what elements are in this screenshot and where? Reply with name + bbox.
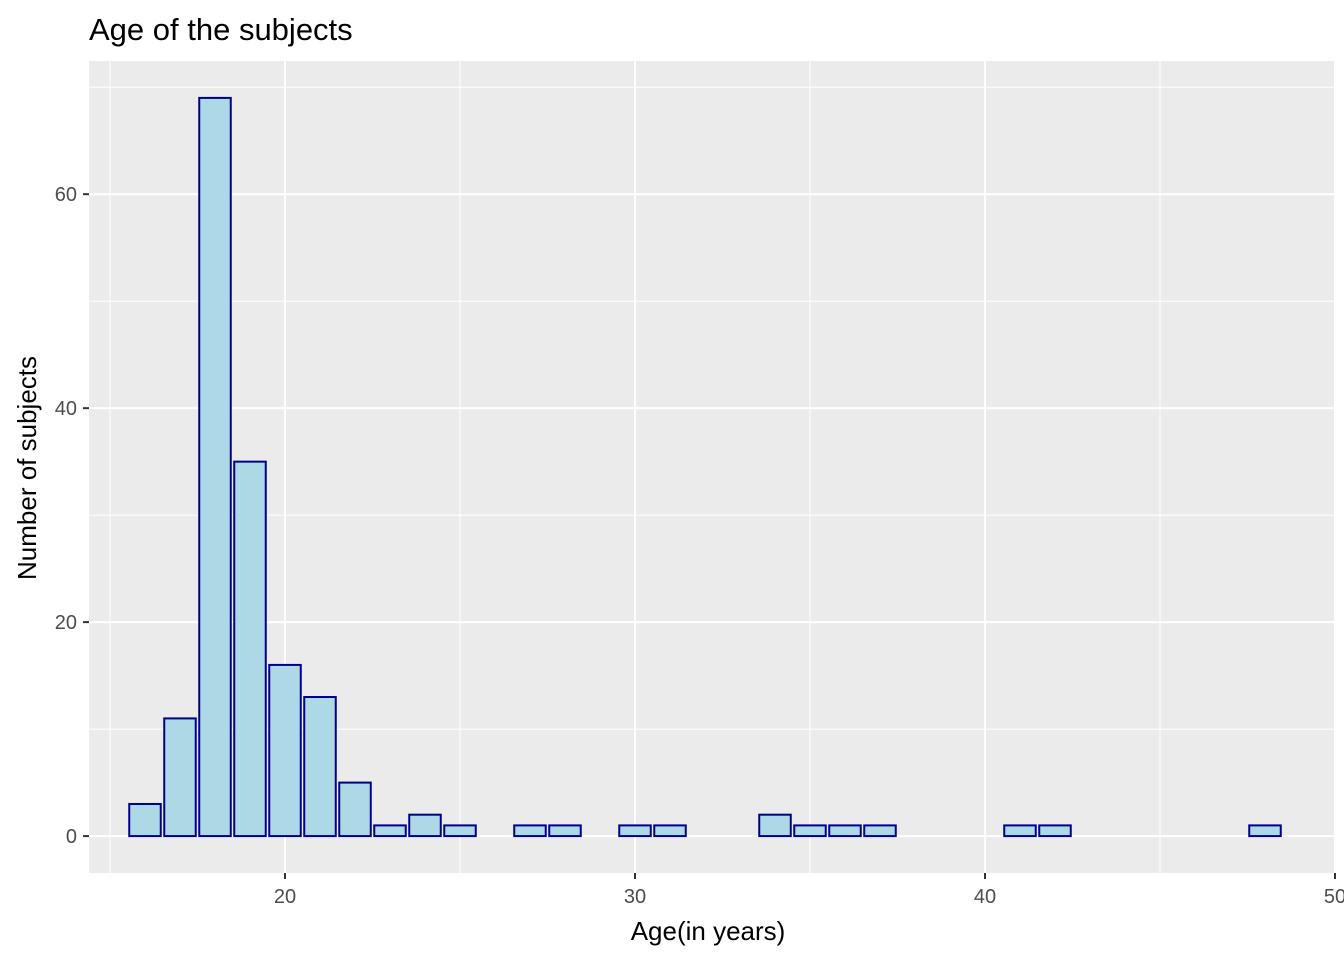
bar-age-23 <box>373 824 407 838</box>
chart-title: Age of the subjects <box>89 12 353 47</box>
x-axis-title: Age(in years) <box>631 916 786 946</box>
x-tick-label: 50 <box>1324 886 1344 908</box>
x-tick-label: 30 <box>624 886 646 908</box>
x-tick-label: 40 <box>974 886 996 908</box>
grid-minor <box>89 61 1335 873</box>
y-axis-title: Number of subjects <box>12 356 42 580</box>
bar-age-25 <box>443 824 477 838</box>
bar-age-37 <box>863 824 897 838</box>
y-tick-label: 0 <box>66 826 77 848</box>
y-axis: 0 20 40 60 <box>55 184 89 848</box>
bar-age-16 <box>128 802 162 838</box>
grid-major <box>89 61 1336 873</box>
bar-age-18 <box>198 96 232 838</box>
bar-age-20 <box>268 663 302 838</box>
bar-age-28 <box>548 824 582 838</box>
x-axis: 20 30 40 50 <box>274 873 1344 908</box>
bar-age-19 <box>233 460 267 838</box>
bar-age-36 <box>828 824 862 838</box>
bar-age-31 <box>653 824 687 838</box>
bar-age-22 <box>338 781 372 838</box>
bar-age-17 <box>163 717 197 838</box>
bar-age-24 <box>408 813 442 838</box>
bar-age-30 <box>618 824 652 838</box>
bar-age-27 <box>513 824 547 838</box>
bar-age-34 <box>758 813 792 838</box>
bar-age-35 <box>793 824 827 838</box>
x-tick-label: 20 <box>274 886 296 908</box>
bar-age-48 <box>1248 824 1282 838</box>
bar-age-21 <box>303 696 337 838</box>
y-tick-label: 40 <box>55 398 77 420</box>
bars <box>128 96 1282 838</box>
bar-age-41 <box>1003 824 1037 838</box>
y-tick-label: 20 <box>55 612 77 634</box>
y-tick-label: 60 <box>55 184 77 206</box>
bar-age-42 <box>1038 824 1072 838</box>
